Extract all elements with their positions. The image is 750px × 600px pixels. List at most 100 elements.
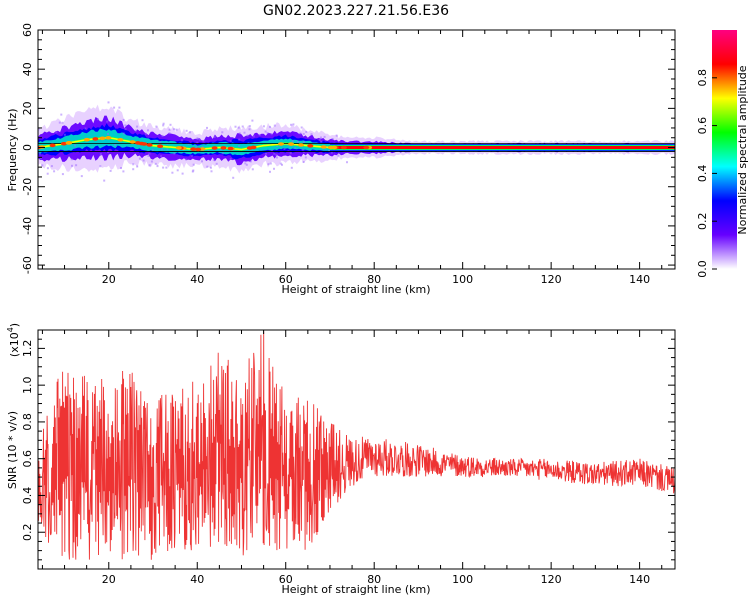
- colorbar-tick-label: 0.6: [696, 117, 709, 135]
- band-speck: [266, 132, 269, 135]
- band-speck: [74, 144, 77, 147]
- band-speck: [114, 144, 117, 147]
- band-speck: [238, 132, 241, 135]
- spectral-band: [38, 101, 675, 182]
- band-speck: [103, 179, 106, 182]
- y-tick-label: 20: [21, 101, 34, 115]
- y-tick-label: 0.2: [21, 523, 34, 541]
- band-speck: [213, 136, 216, 138]
- band-speck: [196, 141, 199, 144]
- band-speck: [40, 157, 42, 160]
- band-speck: [160, 155, 163, 158]
- band-tail-core: [329, 146, 675, 150]
- band-speck: [234, 125, 237, 128]
- band-hotspot: [331, 145, 338, 150]
- band-speck: [61, 121, 64, 124]
- band-speck: [132, 163, 135, 166]
- colorbar-tick-label: 0.4: [696, 165, 709, 183]
- band-speck: [246, 134, 249, 137]
- band-speck: [299, 132, 302, 135]
- y-tick-label: -20: [21, 178, 34, 196]
- band-speck: [319, 136, 322, 139]
- band-speck: [162, 166, 165, 169]
- band-hotspot: [220, 146, 227, 150]
- band-speck: [215, 162, 218, 165]
- band-speck: [275, 153, 278, 156]
- spectrogram-ylabel: Frequency (Hz): [6, 109, 19, 192]
- band-hotspot: [105, 136, 112, 140]
- band-speck: [75, 164, 78, 167]
- x-tick-label: 60: [279, 573, 293, 586]
- y-tick-label: 40: [21, 62, 34, 76]
- band-hotspot: [38, 145, 45, 149]
- band-speck: [330, 151, 333, 154]
- band-speck: [258, 133, 261, 136]
- band-speck: [206, 165, 209, 168]
- y-tick-label: 0.6: [21, 450, 34, 468]
- band-speck: [221, 152, 224, 155]
- band-speck: [176, 169, 179, 172]
- band-speck: [132, 168, 135, 171]
- band-speck: [155, 125, 158, 128]
- band-speck: [55, 131, 58, 134]
- band-speck: [283, 148, 286, 150]
- x-tick-label: 40: [190, 573, 204, 586]
- band-speck: [279, 162, 282, 165]
- band-speck: [292, 123, 295, 126]
- band-speck: [296, 140, 299, 143]
- band-speck: [71, 164, 73, 167]
- band-speck: [171, 171, 174, 174]
- band-speck: [185, 158, 188, 161]
- band-speck: [273, 124, 276, 127]
- band-speck: [301, 148, 304, 151]
- band-speck: [290, 123, 293, 126]
- band-speck: [275, 156, 278, 159]
- band-speck: [99, 165, 102, 168]
- band-speck: [124, 124, 127, 127]
- band-speck: [192, 169, 195, 172]
- band-speck: [271, 150, 273, 152]
- snr-multiplier-exp: 4: [6, 327, 15, 332]
- band-speck: [138, 157, 141, 160]
- band-speck: [136, 165, 139, 168]
- band-hotspot: [278, 142, 284, 146]
- x-tick-label: 20: [102, 573, 116, 586]
- band-speck: [281, 163, 283, 166]
- band-hotspot: [227, 146, 234, 151]
- band-speck: [166, 148, 169, 151]
- band-hotspot: [307, 144, 314, 148]
- band-speck: [252, 135, 255, 138]
- y-tick-label: -40: [21, 217, 34, 235]
- spectrogram-xlabel: Height of straight line (km): [281, 283, 430, 296]
- snr-panel: 20 40 60 80 100 120 140 0.2 0.4 0.6 0.8 1.0 1.2 Heig…: [6, 323, 676, 596]
- band-speck: [46, 167, 49, 170]
- band-speck: [212, 159, 215, 162]
- band-speck: [53, 170, 56, 173]
- band-speck: [206, 126, 208, 129]
- band-hotspot: [141, 142, 148, 146]
- band-speck: [244, 162, 247, 165]
- y-tick-label: 0: [21, 144, 34, 151]
- band-speck: [142, 159, 145, 162]
- band-speck: [144, 132, 147, 135]
- band-speck: [335, 134, 338, 137]
- band-speck: [124, 128, 127, 131]
- band-hotspot: [175, 146, 182, 150]
- band-hotspot: [117, 138, 124, 142]
- band-hotspot: [190, 147, 197, 151]
- band-speck: [195, 145, 198, 148]
- band-speck: [346, 161, 348, 164]
- band-speck: [38, 152, 41, 155]
- band-speck: [219, 148, 222, 151]
- band-speck: [63, 133, 66, 136]
- colorbar: 0.0 0.2 0.4 0.6 0.8 Normalized spectral ampl…: [696, 30, 749, 278]
- colorbar-tick-label: 0.0: [696, 260, 709, 278]
- band-speck: [202, 139, 205, 142]
- band-speck: [70, 158, 73, 161]
- band-speck: [201, 160, 203, 163]
- band-speck: [232, 176, 235, 179]
- band-speck: [99, 153, 102, 156]
- band-hotspot: [99, 136, 106, 141]
- band-speck: [201, 146, 204, 149]
- band-speck: [251, 168, 254, 171]
